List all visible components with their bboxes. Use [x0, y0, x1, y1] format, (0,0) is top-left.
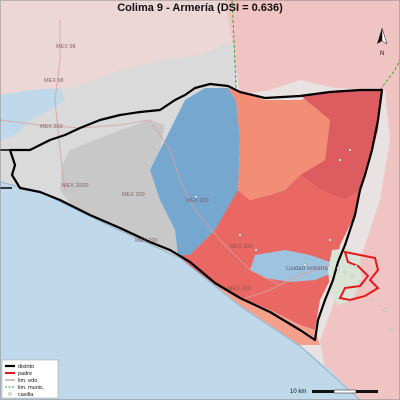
- pink-region: [225, 0, 400, 400]
- legend-item-lim-munic: lim. munic.: [5, 385, 45, 391]
- road-label: MEX 200: [228, 286, 251, 292]
- town-area: [328, 248, 362, 305]
- blue-region: [150, 88, 240, 255]
- road-label: MEX 200: [230, 244, 253, 250]
- red-region-south: [178, 175, 360, 330]
- north-label: N: [380, 51, 384, 57]
- svg-text:casilla: casilla: [18, 392, 34, 398]
- road-label: MEX 98: [44, 78, 64, 84]
- road-label: MEX 200: [186, 198, 209, 204]
- district-inlet: [0, 149, 12, 189]
- road-label: MEX 200: [40, 124, 63, 130]
- ocean: [0, 180, 360, 400]
- scale-label: 10 km: [290, 389, 306, 395]
- central-gray-district: [60, 120, 178, 255]
- parent-boundary: [338, 250, 380, 302]
- map-title: Colima 9 - Armería (DSI = 0.636): [117, 2, 283, 14]
- district-boundary: [8, 82, 384, 342]
- salmon-region: [228, 88, 330, 200]
- road-label: MEX 98: [56, 44, 76, 50]
- legend: distrito padre lim. edo. lim. munic. cas…: [1, 359, 59, 399]
- road-label: MEX 200: [122, 192, 145, 198]
- svg-text:distrito: distrito: [18, 364, 34, 370]
- polling-places: [194, 148, 394, 332]
- svg-text:lim. edo.: lim. edo.: [18, 378, 39, 384]
- legend-item-casilla: casilla: [8, 392, 34, 398]
- legend-item-lim-edo: lim. edo.: [5, 378, 39, 384]
- road-labels: MEX 98 MEX 98 MEX 200 MEX 200D MEX 200 M…: [40, 44, 253, 292]
- place-label: Ciudad Armería: [286, 266, 328, 272]
- red-region-east: [300, 90, 382, 200]
- bay: [0, 88, 65, 140]
- road-label: MEX 200D: [62, 183, 89, 189]
- svg-text:lim. munic.: lim. munic.: [18, 385, 45, 391]
- municipal-boundary: [231, 0, 400, 91]
- legend-item-padre: padre: [5, 371, 32, 377]
- road-label: MEX 200: [135, 238, 158, 244]
- svg-text:padre: padre: [18, 371, 32, 377]
- lagoon: [250, 250, 335, 282]
- scale-bar: 10 km: [290, 389, 378, 395]
- legend-item-distrito: distrito: [5, 364, 34, 370]
- north-arrow-icon: N: [377, 27, 388, 57]
